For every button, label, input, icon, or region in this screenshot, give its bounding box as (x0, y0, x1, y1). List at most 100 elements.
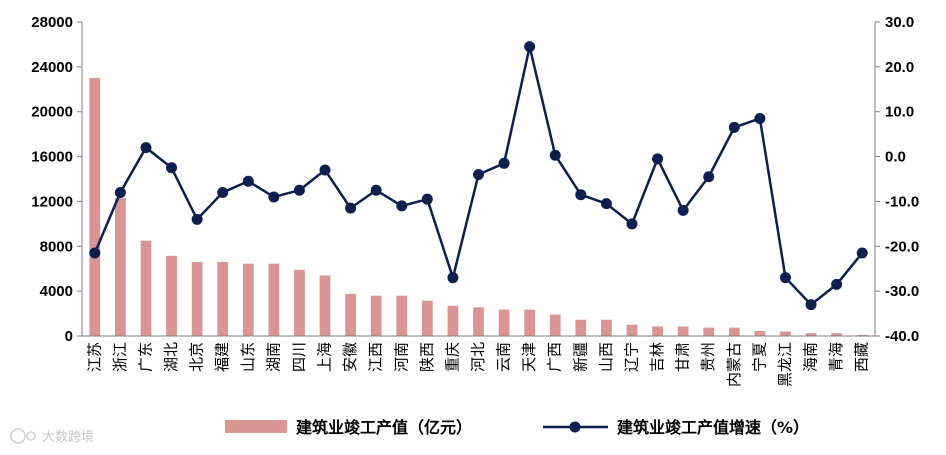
category-label: 辽宁 (622, 342, 640, 372)
category-label: 新疆 (571, 342, 589, 372)
watermark-text: 大数跨境 (42, 430, 94, 445)
category-label: 浙江 (111, 342, 129, 372)
growth-point-11 (345, 202, 357, 214)
category-label: 上海 (316, 342, 334, 372)
category-label: 北京 (188, 342, 206, 372)
left-tick-label: 8000 (40, 238, 73, 255)
left-tick-label: 16000 (31, 149, 73, 166)
left-tick-label: 20000 (31, 104, 73, 121)
growth-point-9 (293, 184, 305, 196)
growth-point-17 (498, 157, 510, 169)
bar-8 (268, 263, 280, 336)
growth-point-25 (703, 171, 715, 183)
category-label: 天津 (520, 342, 538, 372)
legend-bar-swatch (225, 420, 287, 433)
growth-point-15 (447, 272, 459, 284)
category-label: 宁夏 (750, 342, 768, 372)
category-label: 湖南 (264, 342, 282, 372)
bar-5 (191, 261, 203, 336)
right-tick-label: -40.0 (885, 328, 919, 345)
category-label: 海南 (802, 342, 820, 372)
growth-point-16 (473, 169, 484, 181)
growth-point-21 (600, 198, 612, 210)
category-label: 青海 (827, 342, 845, 372)
category-label: 吉林 (648, 342, 666, 372)
bar-11 (345, 293, 356, 336)
bar-15 (447, 305, 459, 336)
bar-26 (728, 327, 740, 336)
bar-23 (652, 326, 663, 336)
watermark: 大数跨境 (10, 428, 94, 445)
category-label: 江苏 (85, 342, 103, 372)
bar-3 (140, 240, 152, 336)
category-label: 山西 (597, 342, 615, 372)
category-label: 江西 (367, 342, 385, 372)
left-tick-label: 0 (65, 328, 73, 345)
category-label: 贵州 (699, 342, 717, 372)
bar-31 (856, 334, 868, 336)
right-tick-label: -20.0 (885, 238, 919, 255)
growth-point-1 (89, 247, 101, 259)
watermark-logo-dot-icon (26, 431, 36, 441)
right-tick-label: 30.0 (885, 14, 914, 31)
growth-point-10 (319, 164, 331, 176)
legend-line-label: 建筑业竣工产值增速（%） (617, 418, 809, 437)
right-tick-label: 0.0 (885, 149, 906, 166)
category-label: 黑龙江 (776, 342, 794, 387)
bar-20 (575, 319, 587, 336)
left-tick-label: 12000 (31, 193, 73, 210)
right-tick-label: -10.0 (885, 193, 919, 210)
bar-24 (677, 326, 689, 336)
growth-point-22 (626, 218, 638, 230)
left-tick-label: 4000 (40, 283, 73, 300)
growth-point-6 (217, 186, 229, 198)
growth-point-20 (575, 189, 587, 201)
bar-30 (831, 333, 843, 336)
category-label: 重庆 (443, 342, 461, 372)
category-label: 四川 (290, 342, 308, 372)
category-label: 内蒙古 (725, 342, 743, 387)
category-label: 福建 (213, 342, 231, 372)
growth-point-26 (728, 121, 740, 133)
legend-bar-label: 建筑业竣工产值（亿元） (296, 418, 472, 437)
bar-1 (89, 78, 101, 337)
bar-14 (421, 300, 433, 336)
growth-point-24 (677, 204, 689, 216)
left-axis-ticks: 0 4000 8000 12000 16000 20000 24000 28000 (31, 14, 82, 345)
growth-point-12 (370, 184, 382, 196)
bar-13 (396, 295, 408, 336)
growth-point-3 (140, 142, 152, 154)
bar-2 (114, 198, 126, 336)
growth-point-28 (779, 272, 791, 284)
bar-12 (370, 295, 382, 336)
growth-point-2 (114, 186, 126, 198)
growth-point-23 (652, 153, 664, 165)
right-axis-ticks: -40.0 -30.0 -20.0 -10.0 0.0 10.0 20.0 30.0 (875, 14, 919, 345)
left-tick-label: 24000 (31, 59, 73, 76)
bar-7 (242, 263, 254, 336)
category-label: 云南 (495, 342, 513, 372)
bar-27 (754, 330, 766, 336)
category-label: 安徽 (341, 342, 359, 372)
bar-4 (166, 255, 177, 336)
growth-point-31 (856, 247, 868, 259)
category-label: 西藏 (853, 342, 871, 372)
category-label: 河北 (469, 342, 487, 372)
growth-point-19 (549, 149, 561, 161)
growth-point-5 (191, 213, 203, 225)
bar-6 (217, 261, 229, 336)
axes (81, 22, 876, 337)
legend: 建筑业竣工产值（亿元） 建筑业竣工产值增速（%） (225, 418, 809, 437)
right-tick-label: 20.0 (885, 59, 914, 76)
category-labels: 江苏 浙江 广东 湖北 北京 福建 山东 湖南 四川 上海 安徽 江西 河南 陕西 重庆 河北 云南 天津 广西 新疆… (85, 342, 870, 387)
right-tick-label: -30.0 (885, 283, 919, 300)
bar-18 (524, 309, 536, 336)
growth-point-18 (524, 41, 536, 53)
bar-series (89, 78, 868, 337)
left-tick-label: 28000 (31, 14, 73, 31)
bar-21 (601, 319, 612, 336)
growth-point-30 (831, 278, 843, 290)
growth-point-29 (805, 299, 817, 311)
bar-22 (626, 324, 638, 336)
